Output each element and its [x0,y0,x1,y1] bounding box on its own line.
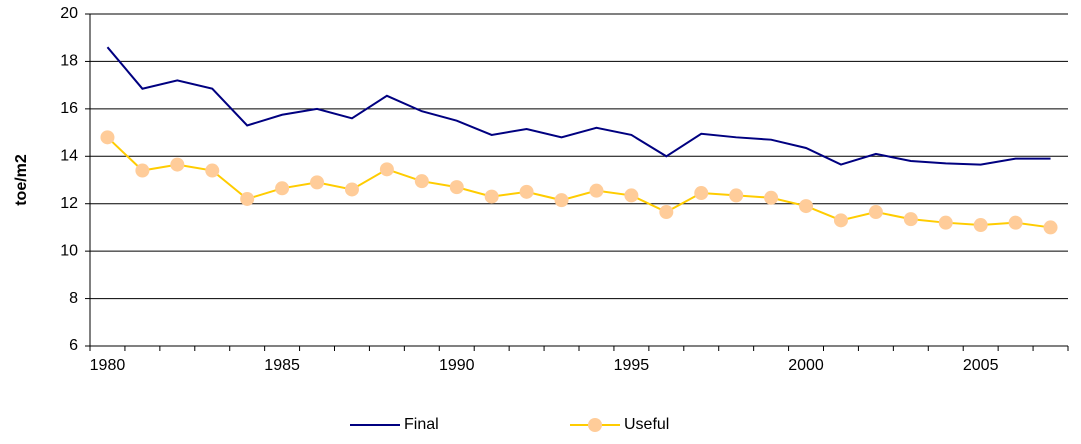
data-point [414,174,429,189]
x-tick-label: 2000 [788,357,824,374]
data-point [310,175,325,190]
y-tick-label: 16 [60,100,78,117]
data-point [764,190,779,205]
series-line [106,136,1051,229]
data-point [275,181,290,196]
data-point [973,218,988,233]
y-tick-label: 6 [69,337,78,354]
data-point [868,205,883,220]
data-point [624,188,639,203]
y-tick-label: 14 [60,148,78,165]
y-axis-label: toe/m2 [13,154,30,206]
x-tick-label: 1985 [264,357,300,374]
x-tick-label: 1980 [90,357,126,374]
data-point [1008,215,1023,230]
data-point [205,163,220,178]
x-tick-label: 1995 [614,357,650,374]
legend-label: Useful [624,416,669,433]
data-point [938,215,953,230]
y-tick-label: 8 [69,290,78,307]
data-point [240,191,255,206]
legend-label: Final [404,416,439,433]
data-point [484,189,499,204]
x-tick-label: 2005 [963,357,999,374]
data-point [903,212,918,227]
data-point [833,213,848,228]
data-point [659,205,674,220]
y-tick-label: 10 [60,242,78,259]
data-point [100,130,115,145]
data-point [519,184,534,199]
data-point [135,163,150,178]
data-point [729,188,744,203]
data-point [344,182,359,197]
y-tick-label: 12 [60,195,78,212]
data-point [1043,220,1058,235]
legend-marker [588,418,602,432]
data-point [694,186,709,201]
y-tick-label: 20 [60,5,78,22]
y-tick-label: 18 [60,53,78,70]
x-tick-label: 1990 [439,357,475,374]
data-point [170,157,185,172]
data-point [554,193,569,208]
data-point [449,180,464,195]
series-line [106,46,1051,166]
data-point [379,162,394,177]
data-point [589,183,604,198]
data-point [799,199,814,214]
